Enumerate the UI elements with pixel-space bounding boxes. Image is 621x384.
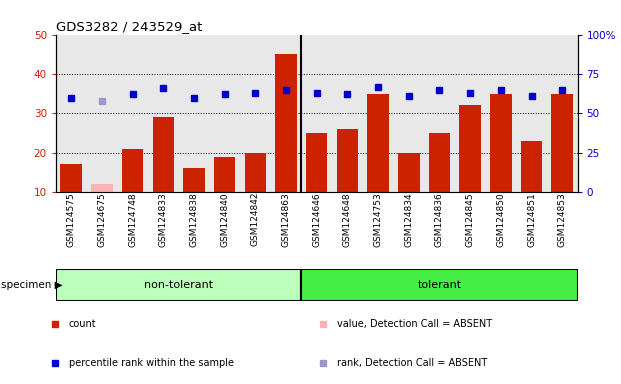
Bar [214, 157, 235, 192]
Text: percentile rank within the sample: percentile rank within the sample [69, 358, 234, 368]
Text: GSM124575: GSM124575 [66, 192, 76, 247]
Bar [122, 149, 143, 192]
Text: GSM124842: GSM124842 [251, 192, 260, 247]
Bar [56, 269, 301, 301]
Text: GSM124833: GSM124833 [159, 192, 168, 247]
Bar [60, 164, 82, 192]
Text: rank, Detection Call = ABSENT: rank, Detection Call = ABSENT [337, 358, 487, 368]
Bar [551, 94, 573, 192]
Text: value, Detection Call = ABSENT: value, Detection Call = ABSENT [337, 319, 492, 329]
Bar [337, 129, 358, 192]
Text: GSM124850: GSM124850 [496, 192, 505, 247]
Bar [428, 133, 450, 192]
Bar [490, 94, 512, 192]
Text: GSM124753: GSM124753 [374, 192, 383, 247]
Text: count: count [69, 319, 96, 329]
Text: GSM124836: GSM124836 [435, 192, 444, 247]
Text: GSM124845: GSM124845 [466, 192, 474, 247]
Bar [521, 141, 542, 192]
Bar [368, 94, 389, 192]
Text: GSM124748: GSM124748 [128, 192, 137, 247]
Bar [306, 133, 327, 192]
Text: GSM124853: GSM124853 [558, 192, 567, 247]
Text: GSM124675: GSM124675 [97, 192, 106, 247]
Bar [183, 169, 205, 192]
Text: GSM124851: GSM124851 [527, 192, 536, 247]
Text: GSM124646: GSM124646 [312, 192, 321, 247]
Text: GSM124863: GSM124863 [281, 192, 291, 247]
Text: GSM124840: GSM124840 [220, 192, 229, 247]
Bar [153, 117, 174, 192]
Bar [245, 153, 266, 192]
Bar [398, 153, 420, 192]
Bar [460, 106, 481, 192]
Bar [91, 184, 112, 192]
Bar [275, 54, 297, 192]
Text: GSM124834: GSM124834 [404, 192, 413, 247]
Text: GDS3282 / 243529_at: GDS3282 / 243529_at [56, 20, 202, 33]
Text: non-tolerant: non-tolerant [144, 280, 213, 290]
Text: specimen ▶: specimen ▶ [1, 280, 62, 290]
Text: GSM124838: GSM124838 [189, 192, 199, 247]
Bar [301, 269, 578, 301]
Text: tolerant: tolerant [417, 280, 461, 290]
Text: GSM124648: GSM124648 [343, 192, 352, 247]
